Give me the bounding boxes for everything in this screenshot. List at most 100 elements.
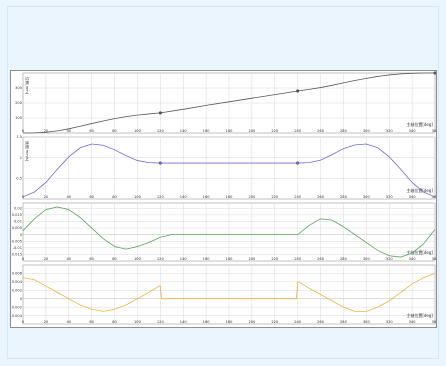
panel-1-x-tick-label: 220 (271, 195, 279, 199)
panel-2-x-tick-label: 60 (89, 257, 94, 261)
panel-2-x-tick-label: 0 (22, 257, 25, 261)
panel-0-x-tick-label: 360 (432, 129, 436, 133)
panel-3-x-tick-label: 240 (294, 320, 302, 324)
panel-0-series-line (22, 72, 435, 134)
panel-3-y-tick-label: 0.006 (12, 272, 23, 276)
panel-3-x-tick-label: 40 (66, 320, 71, 324)
chart-container: 0 20 40 60 80 100 120 140 160 180 200 220 240 260 280 3… (10, 70, 437, 328)
panel-0-x-tick-label: 200 (248, 129, 256, 133)
panel-2-y-tick-label: 0.005 (12, 226, 22, 230)
panel-1-x-axis-label: 主轴位置[deg] (406, 187, 433, 193)
panel-0-x-tick-label: 340 (409, 129, 417, 133)
panel-3-y-tick-label: -0.004 (11, 314, 23, 318)
panel-0-x-tick-label: 300 (363, 129, 371, 133)
panel-0-y-tick-label: 300 (15, 86, 23, 90)
panel-0-x-tick-label: 160 (203, 129, 211, 133)
panel-0-marker-point (433, 71, 436, 75)
panel-2-y-tick-label: -0.015 (11, 253, 22, 257)
panel-3-x-tick-label: 200 (248, 320, 256, 324)
panel-2-x-tick-label: 80 (112, 257, 117, 261)
panel-3-series-line (22, 273, 436, 312)
panel-3-x-tick-label: 340 (409, 320, 417, 324)
panel-1-marker-point (158, 161, 162, 165)
panel-0-x-tick-label: 120 (157, 129, 165, 133)
panel-3-x-tick-label: 100 (134, 320, 142, 324)
panel-3-y-tick-label: 0 (20, 297, 23, 301)
panel-1-x-tick-label: 160 (203, 195, 211, 199)
panel-1-x-tick-label: 80 (112, 195, 117, 199)
panel-0-y-axis-label: 位移[mm] (25, 77, 30, 95)
panel-1-x-tick-label: 120 (157, 195, 165, 199)
panel-3-x-tick-label: 20 (44, 320, 49, 324)
panel-2-x-tick-label: 260 (317, 257, 325, 261)
panel-3-x-tick-label: 80 (112, 320, 117, 324)
panel-1-x-tick-label: 40 (66, 195, 71, 199)
panel-0-x-axis-label: 主轴位置[deg] (406, 121, 433, 127)
panel-2-x-tick-label: 100 (134, 257, 142, 261)
panel-3-x-tick-label: 180 (226, 320, 234, 324)
panel-3-x-tick-label: 360 (432, 320, 436, 324)
panel-0-x-tick-label: 220 (271, 129, 279, 133)
panel-2-x-tick-label: 280 (340, 257, 348, 261)
panel-0-y-tick-label: 100 (15, 116, 23, 120)
panel-3-x-tick-label: 320 (386, 320, 394, 324)
panel-2-x-tick-label: 180 (226, 257, 234, 261)
panel-3-x-tick-label: 160 (203, 320, 211, 324)
panel-3-x-tick-label: 120 (157, 320, 165, 324)
panel-3-x-axis-label: 主轴位置[deg] (406, 312, 433, 318)
panel-2-x-tick-label: 240 (294, 257, 302, 261)
panel-1-y-axis-label: 速度[mm/s] (25, 141, 30, 162)
panel-0-x-tick-label: 100 (134, 129, 142, 133)
panel-0-x-tick-label: 180 (226, 129, 234, 133)
panel-2-x-tick-label: 200 (248, 257, 256, 261)
panel-2-y-tick-label: 0.01 (14, 220, 22, 224)
panel-1-x-tick-label: 240 (294, 195, 302, 199)
panel-2-x-tick-label: 160 (203, 257, 211, 261)
panel-2-x-tick-label: 320 (386, 257, 394, 261)
panel-0-marker-point (296, 89, 300, 93)
panel-1-x-tick-label: 320 (386, 195, 394, 199)
panel-0-x-tick-label: 280 (340, 129, 348, 133)
panel-1-x-tick-label: 140 (180, 195, 188, 199)
panel-0-x-tick-label: 260 (317, 129, 325, 133)
panel-2-y-tick-label: 0.02 (14, 206, 22, 210)
panel-2-x-tick-label: 40 (66, 257, 71, 261)
panel-2-series-line (22, 206, 436, 258)
panel-0-x-tick-label: 140 (180, 129, 188, 133)
panel-3-x-tick-label: 60 (89, 320, 94, 324)
panel-2-x-tick-label: 120 (157, 257, 165, 261)
panel-3-x-tick-label: 220 (271, 320, 279, 324)
panel-1-y-tick-label: 1 (20, 156, 22, 160)
panel-1-marker-point (296, 161, 300, 165)
panel-1-x-tick-label: 340 (409, 195, 417, 199)
panel-1-x-tick-label: 180 (226, 195, 234, 199)
panel-3-y-tick-label: -0.002 (11, 305, 22, 309)
panel-1-series-line (22, 143, 436, 198)
panel-2-x-tick-label: 20 (44, 257, 49, 261)
panel-1-y-tick-label: 1.5 (16, 135, 22, 139)
panel-3-x-tick-label: 260 (317, 320, 325, 324)
panel-0-x-tick-label: 240 (294, 129, 302, 133)
panel-0-x-tick-label: 0 (22, 129, 25, 133)
panel-0-x-tick-label: 320 (386, 129, 394, 133)
panel-1-x-tick-label: 60 (89, 195, 94, 199)
panel-2-y-tick-label: -0.01 (13, 246, 22, 250)
panel-0-x-tick-label: 80 (112, 129, 117, 133)
panel-3-x-tick-label: 0 (22, 320, 25, 324)
panel-0-x-tick-label: 20 (44, 129, 49, 133)
panel-3-x-tick-label: 280 (340, 320, 348, 324)
panel-1-x-tick-label: 360 (432, 195, 436, 199)
panel-3-y-tick-label: 0.002 (12, 288, 22, 292)
panel-2-x-tick-label: 300 (363, 257, 371, 261)
panel-0-marker-point (158, 111, 162, 115)
panel-2-x-tick-label: 140 (180, 257, 188, 261)
panel-1-x-tick-label: 100 (134, 195, 142, 199)
panel-3-x-tick-label: 300 (363, 320, 371, 324)
panel-0-x-tick-label: 40 (66, 129, 71, 133)
panel-2-x-tick-label: 360 (432, 257, 436, 261)
panel-2-x-tick-label: 220 (271, 257, 279, 261)
panel-3-y-tick-label: 0.004 (12, 280, 23, 284)
panel-1-x-tick-label: 20 (44, 195, 49, 199)
panel-1-y-tick-label: 0.5 (16, 177, 22, 181)
panel-3-x-tick-label: 140 (180, 320, 188, 324)
